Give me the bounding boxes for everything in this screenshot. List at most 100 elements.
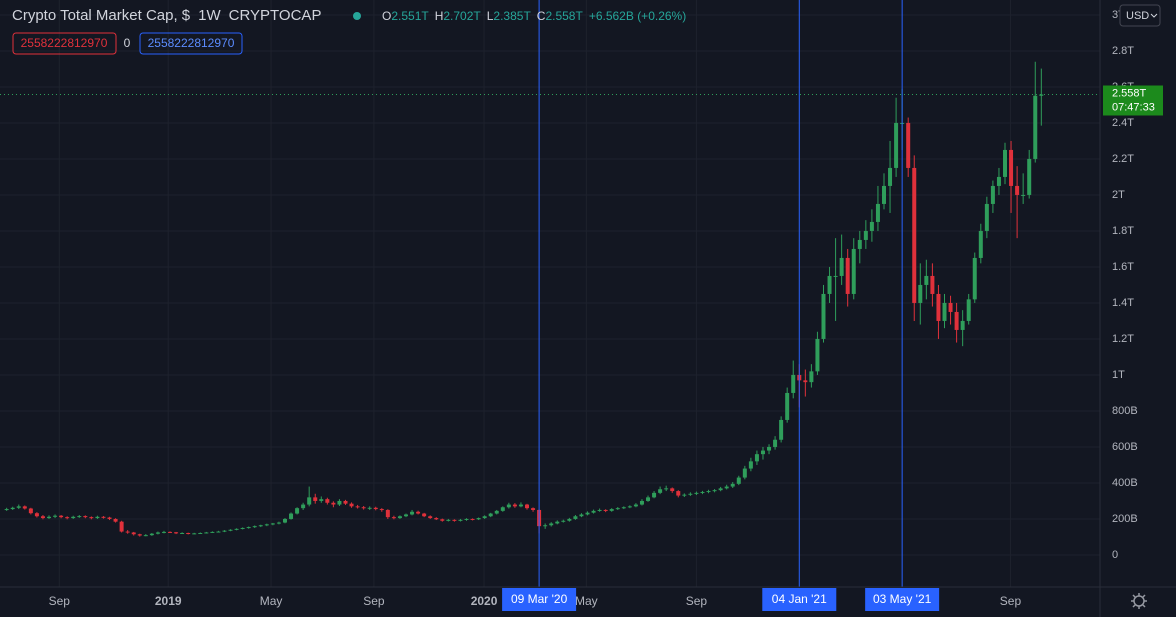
candle-body [585, 512, 590, 515]
candle-body [767, 446, 772, 451]
candle-body [470, 518, 475, 520]
candle-body [773, 439, 778, 447]
candle-body [131, 532, 136, 535]
last-price-label: 2.558T [1112, 87, 1147, 99]
y-tick-label: 600B [1112, 441, 1138, 453]
candle-body [482, 516, 487, 519]
candle-body [676, 491, 681, 496]
candle-body [53, 515, 58, 517]
candle-body [216, 531, 221, 533]
candle-body [343, 500, 348, 504]
candle-body [1039, 94, 1044, 96]
candle-body [639, 500, 644, 505]
countdown: 07:47:33 [1112, 101, 1155, 113]
candle-body [337, 500, 342, 505]
last-price-box [1103, 85, 1163, 116]
candle-body [410, 511, 415, 515]
candle-body [924, 275, 929, 285]
y-tick-label: 800B [1112, 405, 1138, 417]
candle-body [894, 122, 899, 168]
candle-body [821, 293, 826, 339]
candle-body [543, 525, 548, 527]
x-tick-label: May [575, 594, 598, 608]
candle-body [258, 525, 263, 527]
candle-body [4, 509, 9, 511]
candle-body [561, 520, 566, 522]
currency[interactable]: USD [1126, 10, 1149, 22]
candle-body [809, 371, 814, 383]
candle-body [646, 497, 651, 501]
candle-body [204, 532, 209, 534]
candle-body [16, 506, 21, 508]
chart-title: Crypto Total Market Cap, $ 1W CRYPTOCAP [12, 7, 321, 24]
x-tick-label: Sep [686, 594, 708, 608]
candle-body [1015, 185, 1020, 195]
candle-body [912, 167, 917, 303]
candle-body [89, 517, 94, 519]
candle-body [174, 532, 179, 534]
candle-body [149, 533, 154, 536]
candle-body [379, 509, 384, 511]
candle-body [95, 516, 100, 519]
candle-body [113, 518, 118, 522]
marker-label: 09 Mar '20 [511, 592, 568, 606]
candle-body [863, 230, 868, 240]
ohlc-item: H2.702T [435, 9, 482, 23]
ohlc-legend: O2.551T H2.702T L2.385T C2.558T +6.562B (+0.… [382, 9, 686, 23]
y-tick-label: 1T [1112, 369, 1125, 381]
candle-body [319, 499, 324, 501]
candle-body [34, 513, 39, 517]
candle-body [972, 257, 977, 300]
candle-body [28, 508, 33, 514]
candle-body [119, 521, 124, 532]
marker-label: 03 May '21 [873, 592, 932, 606]
x-tick-label: 2020 [471, 594, 498, 608]
candle-body [1003, 149, 1008, 177]
candle-body [833, 275, 838, 277]
change: +6.562B (+0.26%) [589, 9, 686, 23]
ohlc-value: 2.702T [443, 9, 481, 23]
axes: 0 200B 400B 600B 800B 1T 1.2T 1.4T 1.6T 1.8T 2T 2.2… [49, 9, 1163, 611]
ohlc-value: 2.551T [391, 9, 429, 23]
candle-body [367, 507, 372, 509]
y-tick-label: 1.6T [1112, 261, 1134, 273]
y-tick-label: 2.4T [1112, 117, 1134, 129]
candle-body [1009, 149, 1014, 186]
indicator-box [139, 32, 243, 55]
candle-body [373, 507, 378, 510]
currency-button[interactable] [1119, 4, 1161, 27]
candle-body [506, 504, 511, 508]
y-tick-label: 1.2T [1112, 333, 1134, 345]
candle-body [736, 477, 741, 484]
candle-body [881, 185, 886, 204]
candle-body [125, 531, 130, 533]
candle-body [47, 516, 52, 519]
settings-icon[interactable] [1131, 593, 1147, 609]
candle-body [597, 509, 602, 511]
y-tick-label: 2.8T [1112, 45, 1134, 57]
candle-body [186, 532, 191, 534]
candle-body [155, 532, 160, 534]
candle-body [168, 531, 173, 533]
candle-body [385, 509, 390, 518]
y-tick-label: 0 [1112, 549, 1118, 561]
candle-body [1021, 194, 1026, 196]
candle-body [458, 519, 463, 521]
candle-body [760, 450, 765, 455]
marker-label-box [865, 588, 940, 611]
candle-body [446, 519, 451, 521]
candle-body [857, 239, 862, 249]
gear-teeth[interactable] [1131, 593, 1147, 609]
candle-body [289, 513, 294, 519]
candle-body [10, 507, 15, 510]
candle-body [276, 522, 281, 524]
candle-body [77, 516, 82, 518]
candle-body [706, 491, 711, 493]
candle-body [464, 518, 469, 520]
candle-body [591, 510, 596, 513]
title-part: 1W [198, 7, 221, 24]
candle-body [960, 320, 965, 330]
marker-label-box [762, 588, 837, 611]
candle-body [403, 514, 408, 517]
